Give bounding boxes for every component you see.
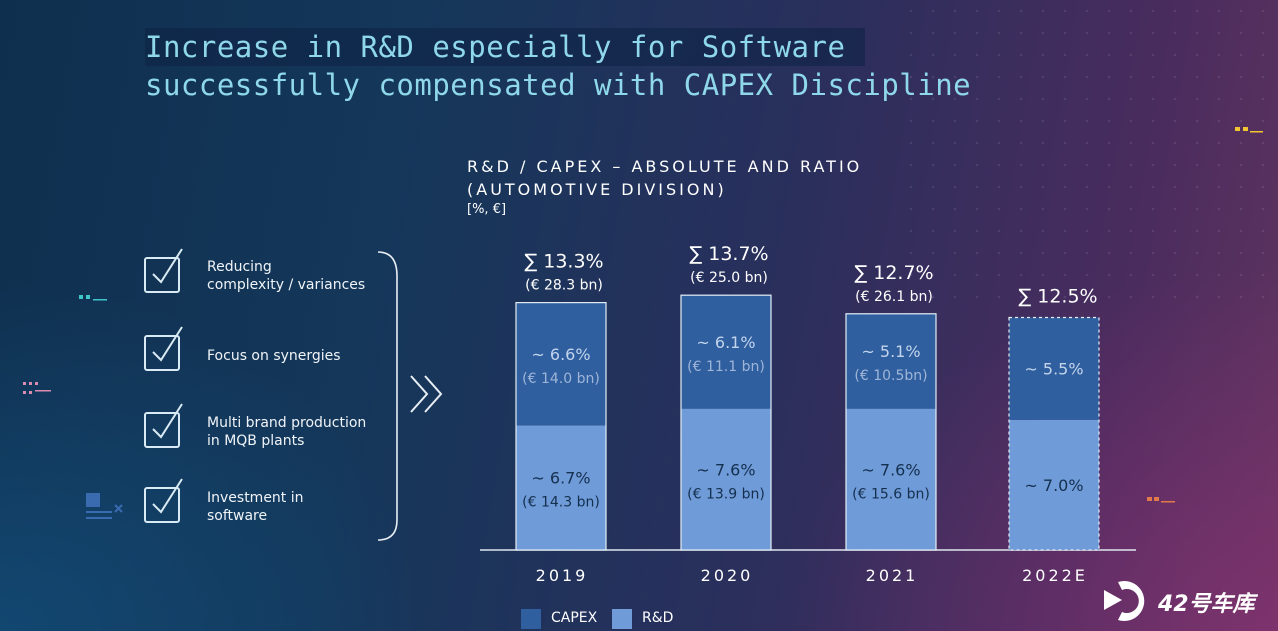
total-amount-2021: (€ 26.1 bn) <box>855 289 933 305</box>
rnd-sublabel-2021: (€ 15.6 bn) <box>852 486 930 502</box>
dot-pattern-decoration <box>900 0 1278 300</box>
chart-units: [%, €] <box>467 202 507 217</box>
bar-capex-2020 <box>681 295 771 409</box>
bar-rnd-2020 <box>681 408 771 550</box>
bar-outline-2021 <box>845 313 937 551</box>
checklist-item-text: Focus on synergies <box>207 348 341 364</box>
checklist-item-text: Reducing complexity / variances <box>207 259 366 293</box>
title-line-1: Increase in R&D especially for Software <box>145 28 866 66</box>
capex-sublabel-2020: (€ 11.1 bn) <box>687 359 765 375</box>
rnd-label-2022E: ~ 7.0% <box>1024 476 1083 495</box>
checkbox-checked-icon <box>144 403 183 448</box>
x-tick-label-2019: 2019 <box>536 566 589 585</box>
rnd-label-2020: ~ 7.6% <box>696 460 755 479</box>
legend-swatch-capex <box>521 609 541 629</box>
chart-title-line-2: (AUTOMOTIVE DIVISION) <box>467 180 727 199</box>
yellow-dots-decoration <box>1235 127 1263 133</box>
rnd-sublabel-2019: (€ 14.3 bn) <box>522 495 600 511</box>
checkbox-checked-icon <box>144 248 183 293</box>
legend-swatch-rnd <box>612 609 632 629</box>
checklist-item-text: Multi brand production in MQB plants <box>207 415 367 449</box>
teal-dots-decoration <box>79 295 107 301</box>
bar-capex-2022E <box>1009 317 1099 420</box>
double-chevron-right-icon <box>410 375 443 413</box>
capex-label-2022E: ~ 5.5% <box>1024 360 1083 379</box>
watermark-logo-text: 42号车库 <box>1158 592 1255 617</box>
total-label-2020: ∑ 13.7% <box>689 243 768 265</box>
capex-label-2021: ~ 5.1% <box>861 342 920 361</box>
curly-brace-icon <box>377 251 398 541</box>
total-label-2019: ∑ 13.3% <box>524 251 603 273</box>
bar-rnd-2022E <box>1009 419 1099 550</box>
chart-title-line-1: R&D / CAPEX – ABSOLUTE AND RATIO <box>467 157 863 176</box>
bar-capex-2019 <box>516 302 606 426</box>
capex-label-2020: ~ 6.1% <box>696 333 755 352</box>
x-tick-label-2020: 2020 <box>701 566 754 585</box>
garage-logo-icon <box>1104 581 1145 621</box>
capex-sublabel-2021: (€ 10.5bn) <box>854 368 927 384</box>
legend-label-rnd: R&D <box>642 610 674 626</box>
window-close-glyph-decoration <box>86 493 123 519</box>
legend-label-capex: CAPEX <box>551 610 598 626</box>
bar-rnd-2019 <box>516 425 606 550</box>
bar-rnd-2021 <box>846 408 936 550</box>
rnd-label-2019: ~ 6.7% <box>531 469 590 488</box>
x-tick-label-2022E: 2022E <box>1022 566 1088 585</box>
page-title: Increase in R&D especially for Software … <box>145 28 971 104</box>
pink-dots-decoration <box>23 382 51 394</box>
checklist-item-text: Investment in software <box>207 490 304 524</box>
chart-title: R&D / CAPEX – ABSOLUTE AND RATIO (AUTOMO… <box>467 155 862 201</box>
orange-dots-decoration <box>1147 497 1175 503</box>
bar-outline-2019 <box>515 302 607 551</box>
capex-sublabel-2019: (€ 14.0 bn) <box>522 371 600 387</box>
title-line-2: successfully compensated with CAPEX Disc… <box>145 68 972 102</box>
rnd-sublabel-2020: (€ 13.9 bn) <box>687 486 765 502</box>
total-label-2022E: ∑ 12.5% <box>1018 286 1097 308</box>
bar-capex-2021 <box>846 313 936 409</box>
bar-outline-2022E <box>1008 316 1100 551</box>
total-amount-2019: (€ 28.3 bn) <box>525 278 603 294</box>
bar-outline-2020 <box>680 294 772 551</box>
checkbox-checked-icon <box>144 326 183 371</box>
total-label-2021: ∑ 12.7% <box>854 262 933 284</box>
capex-label-2019: ~ 6.6% <box>531 345 590 364</box>
checkbox-checked-icon <box>144 478 183 523</box>
rnd-label-2021: ~ 7.6% <box>861 460 920 479</box>
x-tick-label-2021: 2021 <box>866 566 919 585</box>
total-amount-2020: (€ 25.0 bn) <box>690 270 768 286</box>
